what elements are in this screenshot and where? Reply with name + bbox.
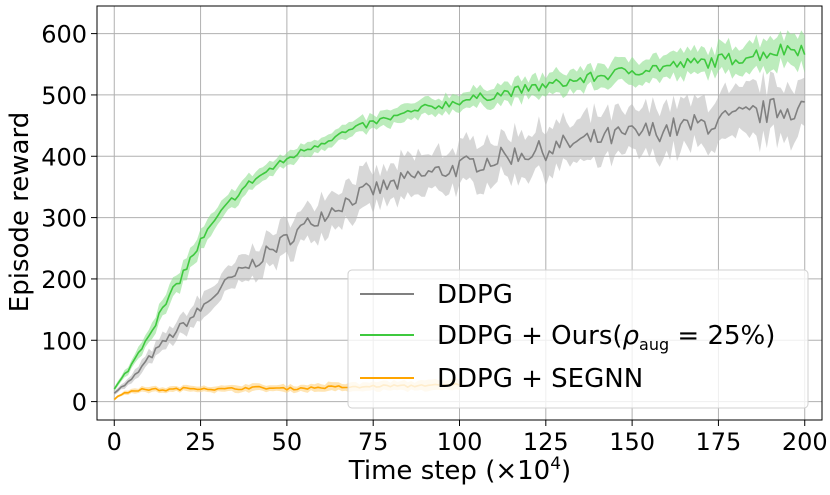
legend-label-segnn: DDPG + SEGNN xyxy=(437,364,643,394)
y-tick-label-200: 200 xyxy=(41,266,87,294)
y-tick-label-300: 300 xyxy=(41,205,87,233)
x-tick-label-100: 100 xyxy=(437,428,483,456)
legend: DDPG DDPG + Ours(ρaug = 25%) DDPG + SEGN… xyxy=(347,269,809,409)
x-tick-label-0: 0 xyxy=(107,428,122,456)
x-tick-label-125: 125 xyxy=(523,428,569,456)
y-tick-label-0: 0 xyxy=(72,389,87,417)
y-tick-label-400: 400 xyxy=(41,143,87,171)
x-tick-label-25: 25 xyxy=(185,428,216,456)
x-tick-label-175: 175 xyxy=(696,428,742,456)
x-axis-title: Time step (×104) xyxy=(348,454,571,486)
legend-box xyxy=(347,269,809,409)
legend-label-ddpg: DDPG xyxy=(437,280,513,310)
x-tick-label-75: 75 xyxy=(358,428,389,456)
line-series-1 xyxy=(113,43,806,390)
y-tick-label-100: 100 xyxy=(41,327,87,355)
x-tick-label-150: 150 xyxy=(609,428,655,456)
x-tick-label-200: 200 xyxy=(782,428,828,456)
line-series-0 xyxy=(113,97,805,394)
x-tick-label-50: 50 xyxy=(272,428,303,456)
legend-label-ours: DDPG + Ours(ρaug = 25%) xyxy=(437,321,775,354)
y-axis-ticks: 0 100 200 300 400 500 600 xyxy=(41,21,97,417)
y-tick-label-600: 600 xyxy=(41,21,87,49)
y-tick-label-500: 500 xyxy=(41,82,87,110)
x-axis-ticks: 0 25 50 75 100 125 150 175 200 xyxy=(107,420,828,456)
band-series-0 xyxy=(114,71,805,396)
band-series-1 xyxy=(114,30,805,392)
y-axis-title: Episode reward xyxy=(5,112,35,312)
